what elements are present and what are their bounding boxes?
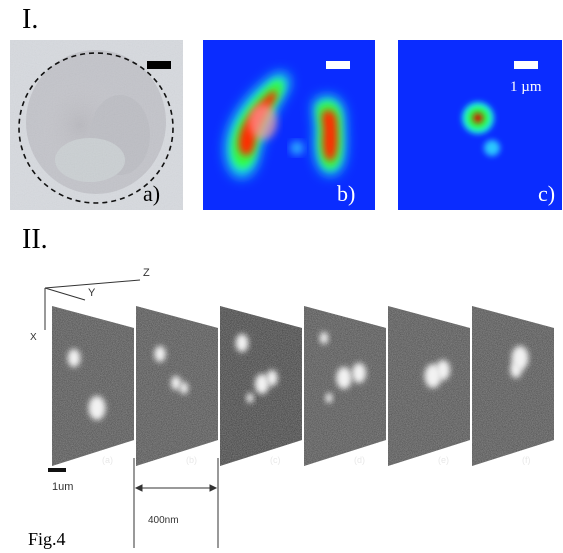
scale-bar-c [514,61,538,69]
scale-bar-um [48,468,66,472]
axes [44,279,141,330]
slice-1: (b) [136,306,218,466]
slice-label-1: (b) [186,455,197,465]
panel-b-label: b) [337,181,356,206]
axis-x-label: X [30,332,37,343]
spacing-label: 400nm [148,515,179,526]
scale-bar-c-text: 1 µm [510,79,542,95]
slice-label-0: (a) [102,455,113,465]
slice-label-5: (f) [522,455,531,465]
axis-y-label: Y [88,287,96,299]
slice-4: (e) [388,306,470,466]
scale-bar-um-label: 1um [52,481,73,493]
panel-c-image [398,40,562,210]
slice-2: (c) [220,306,302,466]
slice-label-2: (c) [270,455,281,465]
z-axis [44,279,141,289]
slice-label-4: (e) [438,455,449,465]
section-one-label: I. [22,4,39,35]
slice-label-3: (d) [354,455,365,465]
slice-0: (a) [52,306,134,466]
y-axis [44,287,86,301]
panel-c-label: c) [538,181,556,206]
panel-b-image [203,40,375,210]
figure-caption: Fig.4 [28,529,66,549]
scale-bar-b [326,61,350,69]
section-two-label: II. [22,224,48,255]
spacing-dimension [133,458,219,548]
panel-a-label: a) [143,181,161,206]
axis-z-label: Z [143,267,150,279]
scale-bar-a [147,61,171,69]
panel-a-image [10,40,183,210]
slice-5: (f) [472,306,554,466]
slice-3: (d) [304,306,386,466]
slice-stack-figure: Z Y X (a) (b) (c) (d) (e) (f) 1um 400nm [30,267,554,548]
slices: (a) (b) (c) (d) (e) (f) [52,306,554,466]
dashed-circle [18,52,174,204]
